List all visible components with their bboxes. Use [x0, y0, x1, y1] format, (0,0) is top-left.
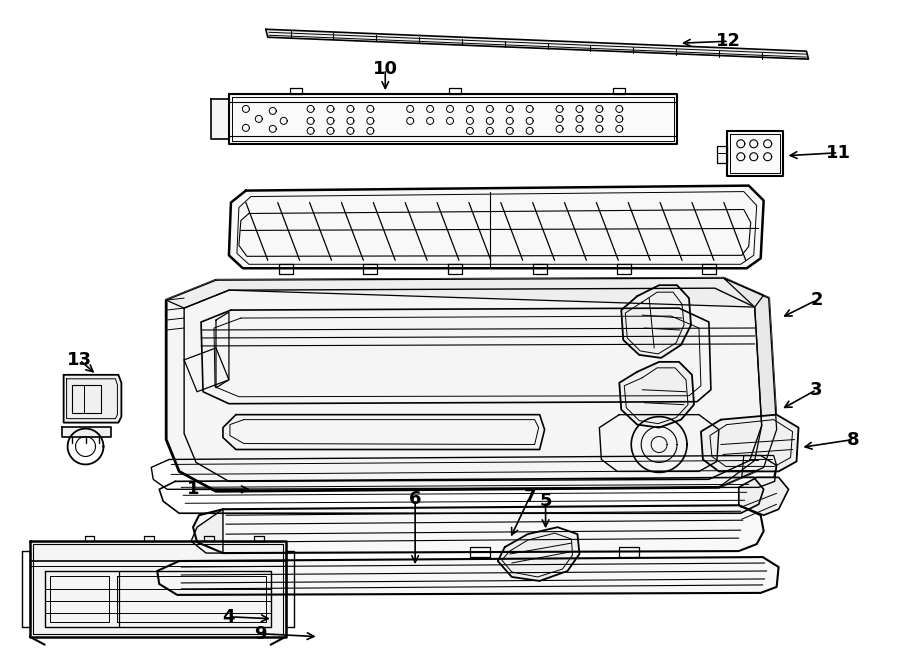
Polygon shape — [211, 99, 229, 139]
Text: 10: 10 — [373, 60, 398, 78]
Text: 6: 6 — [409, 491, 421, 508]
Polygon shape — [621, 285, 691, 358]
Polygon shape — [701, 414, 798, 471]
Polygon shape — [194, 505, 764, 553]
Text: 11: 11 — [826, 144, 850, 162]
Text: 8: 8 — [847, 430, 860, 449]
Polygon shape — [498, 527, 580, 581]
Polygon shape — [30, 541, 285, 637]
Text: 7: 7 — [524, 489, 536, 506]
Polygon shape — [61, 426, 112, 436]
Polygon shape — [619, 362, 694, 428]
Polygon shape — [166, 278, 777, 491]
Text: 1: 1 — [187, 481, 199, 498]
Text: 3: 3 — [810, 381, 823, 399]
Polygon shape — [166, 278, 764, 308]
Polygon shape — [64, 375, 122, 422]
Polygon shape — [191, 509, 223, 553]
Polygon shape — [727, 131, 783, 175]
Text: 9: 9 — [255, 625, 267, 643]
Text: 4: 4 — [222, 608, 235, 626]
Polygon shape — [229, 185, 764, 268]
Text: 13: 13 — [68, 351, 92, 369]
Polygon shape — [719, 278, 777, 487]
Polygon shape — [158, 557, 778, 595]
Text: 12: 12 — [716, 32, 742, 50]
Polygon shape — [739, 477, 788, 515]
Text: 2: 2 — [810, 291, 823, 309]
Polygon shape — [229, 94, 677, 144]
Polygon shape — [266, 29, 808, 59]
Polygon shape — [717, 146, 727, 163]
Text: 5: 5 — [539, 493, 552, 510]
